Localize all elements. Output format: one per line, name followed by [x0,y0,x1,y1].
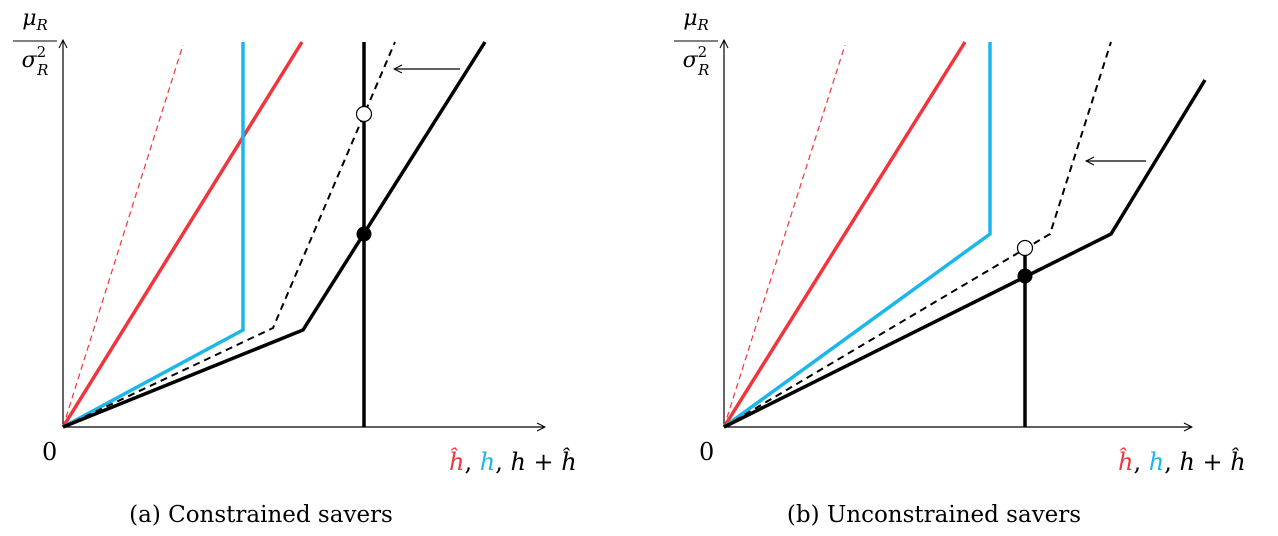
open-point [355,105,373,123]
black-kinked-line [62,41,487,429]
y-label-denominator: σ2 R [683,43,710,79]
red-dashed-line [723,44,846,428]
black-dashed-line [62,41,396,428]
y-label-numerator: μR [683,6,709,34]
origin-label: 0 [42,438,57,466]
y-label-numerator: μR [22,6,48,34]
panel-b: μR σ2 R 0 ĥ, h, h + ĥ (b) Unconstrained s… [674,6,1246,528]
open-point [1016,239,1034,257]
red-dashed-line [62,44,184,428]
blue-line [62,42,245,429]
origin-label: 0 [699,438,714,466]
panel-a: μR σ2 R 0 ĥ, h, h + ĥ (a) Constrained sav… [13,6,577,528]
filled-point [1017,268,1033,284]
caption-a: (a) Constrained savers [129,502,393,528]
filled-point [356,226,372,242]
red-line [61,41,304,428]
blue-line [722,42,992,429]
x-label: ĥ, h, h + ĥ [1118,447,1246,476]
y-label-denominator: σ2 R [22,43,49,79]
black-kinked-line [723,79,1207,429]
red-line [722,41,967,428]
x-label: ĥ, h, h + ĥ [449,447,577,476]
black-dashed-line [723,41,1112,428]
caption-b: (b) Unconstrained savers [787,502,1081,528]
